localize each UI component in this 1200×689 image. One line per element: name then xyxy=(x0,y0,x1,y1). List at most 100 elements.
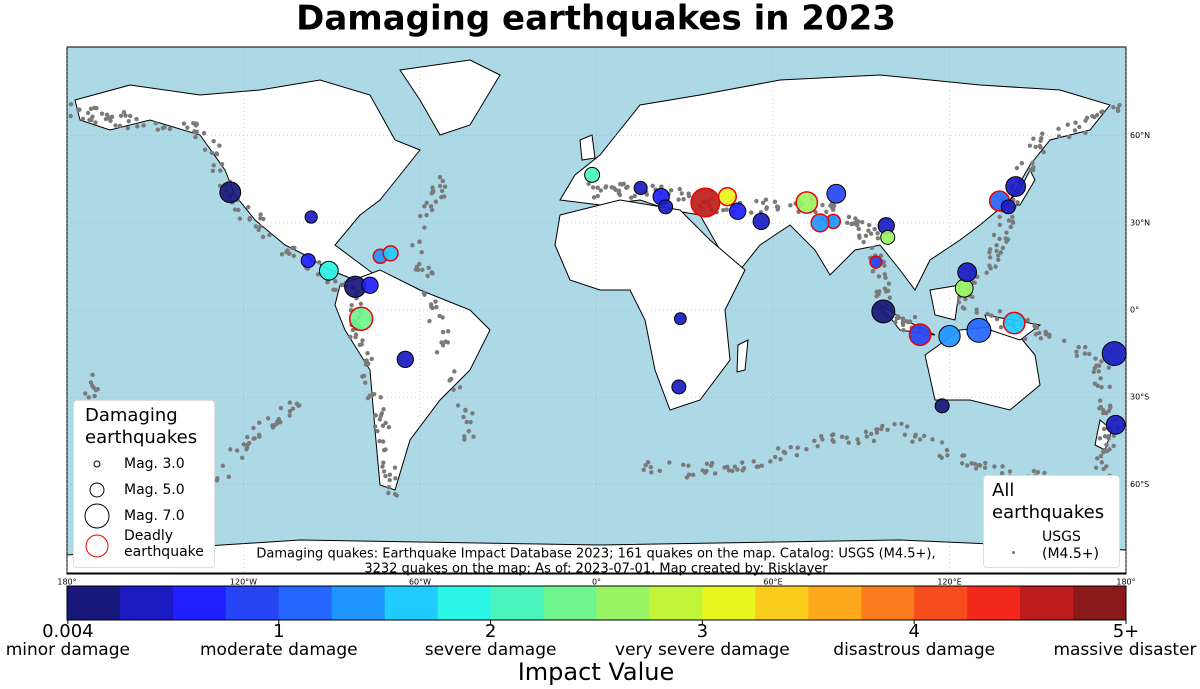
usgs-dot xyxy=(856,226,861,232)
lon-tick-label: 60°E xyxy=(763,578,782,587)
usgs-dot xyxy=(1031,136,1036,141)
usgs-dot xyxy=(775,446,781,451)
usgs-dot xyxy=(135,124,140,129)
usgs-dot xyxy=(739,460,745,465)
usgs-dot xyxy=(704,468,709,474)
colorbar-description: very severe damage xyxy=(615,640,790,660)
usgs-dot xyxy=(905,424,910,429)
colorbar-tick-label: 0.004 xyxy=(42,621,94,642)
usgs-dot xyxy=(1040,131,1045,136)
usgs-dot xyxy=(788,203,793,208)
colorbar-segment xyxy=(755,586,809,620)
usgs-dot xyxy=(1083,130,1088,136)
usgs-dot xyxy=(930,437,935,442)
usgs-dot xyxy=(256,227,261,233)
legend-deadly-circle xyxy=(85,534,109,558)
usgs-dot xyxy=(1106,408,1112,414)
usgs-dot xyxy=(768,459,773,464)
usgs-dot xyxy=(855,437,860,442)
colorbar-segment xyxy=(490,586,545,620)
usgs-dot xyxy=(210,168,216,174)
usgs-dot xyxy=(1043,331,1049,337)
legend-label: Deadly earthquake xyxy=(124,528,204,560)
usgs-dot xyxy=(1097,436,1103,441)
usgs-dot xyxy=(1107,384,1112,389)
usgs-dot xyxy=(383,420,388,426)
usgs-dot xyxy=(461,414,466,420)
quake xyxy=(673,312,687,326)
usgs-dot xyxy=(1098,453,1104,459)
usgs-dot xyxy=(441,194,447,199)
usgs-dot xyxy=(795,445,800,450)
usgs-dot xyxy=(882,272,888,277)
usgs-dot xyxy=(882,286,888,291)
usgs-dot xyxy=(1104,442,1109,448)
usgs-dot xyxy=(291,253,297,259)
usgs-dot xyxy=(83,391,88,396)
usgs-dot xyxy=(387,477,392,483)
usgs-dot xyxy=(1111,104,1116,110)
usgs-dot xyxy=(772,199,778,205)
usgs-dot xyxy=(998,250,1004,255)
usgs-dot xyxy=(595,185,600,190)
usgs-dot xyxy=(422,292,427,297)
usgs-dot xyxy=(961,306,967,311)
usgs-dot xyxy=(371,392,377,397)
usgs-dot xyxy=(424,213,429,218)
colorbar-frame xyxy=(66,585,1127,621)
usgs-dot xyxy=(247,217,252,222)
madagascar xyxy=(736,339,749,373)
quake xyxy=(880,229,896,245)
usgs-dot xyxy=(185,125,190,130)
legend-label: USGS (M4.5+) xyxy=(1042,529,1099,562)
quake xyxy=(752,212,770,231)
usgs-dot xyxy=(681,462,686,467)
usgs-dot xyxy=(871,438,877,444)
legend-title: Damaging earthquakes xyxy=(85,405,198,448)
quake xyxy=(348,306,374,331)
usgs-dot xyxy=(648,464,653,470)
usgs-dot xyxy=(820,202,825,208)
north-america xyxy=(74,79,421,281)
usgs-dot xyxy=(252,436,257,441)
usgs-dot xyxy=(424,200,429,206)
colorbar-tick-label: 1 xyxy=(273,621,284,642)
usgs-dot xyxy=(1115,108,1121,114)
lat-tick-label: 0° xyxy=(1130,306,1139,315)
usgs-dot xyxy=(77,107,82,112)
usgs-dot xyxy=(442,184,448,189)
usgs-dot xyxy=(162,125,167,130)
usgs-dot xyxy=(93,120,98,125)
usgs-dot xyxy=(426,265,431,270)
south-america xyxy=(334,269,491,491)
usgs-dot xyxy=(422,225,427,230)
usgs-dot xyxy=(339,282,344,288)
usgs-dot xyxy=(92,105,97,111)
usgs-dot xyxy=(377,438,382,444)
usgs-dot xyxy=(379,411,385,416)
usgs-dot xyxy=(812,438,817,443)
usgs-dot xyxy=(87,117,92,122)
usgs-dot xyxy=(367,393,372,398)
usgs-dot xyxy=(1095,456,1100,461)
usgs-dot xyxy=(380,439,386,444)
usgs-dot xyxy=(963,296,968,302)
usgs-dot xyxy=(724,207,729,212)
usgs-dot xyxy=(910,439,915,444)
usgs-dot xyxy=(1003,236,1008,241)
usgs-dot xyxy=(429,207,435,213)
quake xyxy=(671,379,687,395)
legend-dot-wrap xyxy=(1012,531,1082,554)
usgs-dot xyxy=(912,314,918,320)
usgs-dot xyxy=(815,443,820,449)
usgs-dot xyxy=(1106,365,1112,370)
quake xyxy=(934,398,950,414)
usgs-dot xyxy=(153,120,159,126)
usgs-dot xyxy=(686,472,692,477)
usgs-dot xyxy=(257,420,262,425)
usgs-dot xyxy=(451,387,456,392)
usgs-dot xyxy=(997,222,1003,228)
colorbar-segment xyxy=(967,586,1021,620)
lat-tick-label: 60°N xyxy=(1130,131,1150,140)
colorbar-segment xyxy=(119,586,174,620)
